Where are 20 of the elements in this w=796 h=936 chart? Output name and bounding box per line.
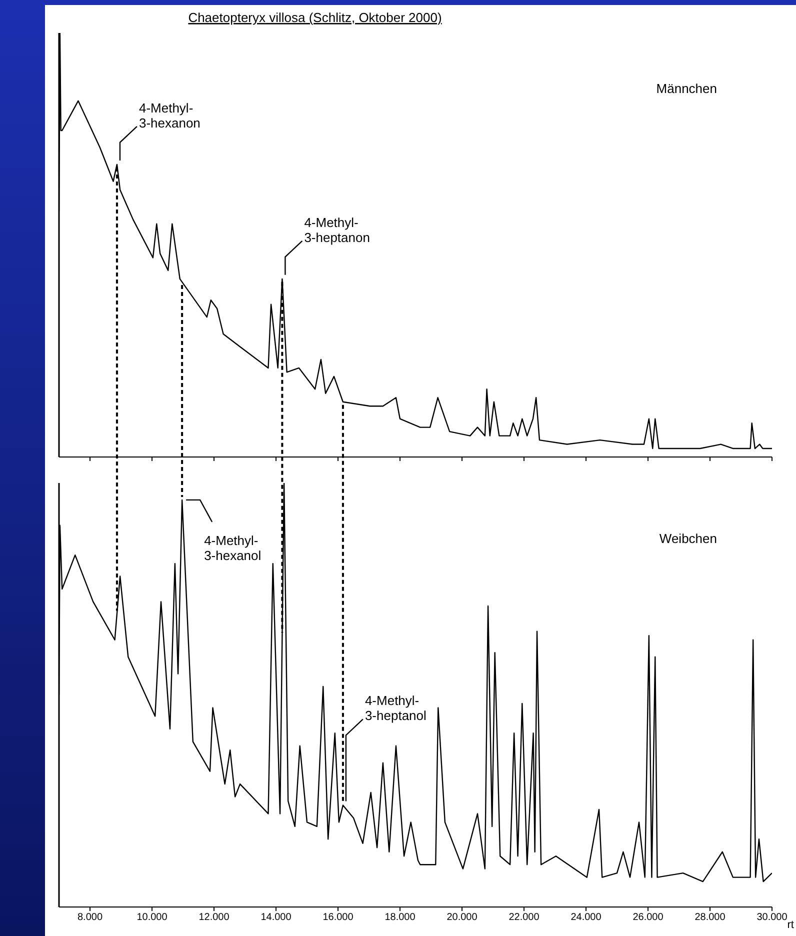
annotation: Weibchen bbox=[659, 531, 717, 546]
x-tick-label: 24.000 bbox=[570, 912, 602, 924]
annotation: 4-Methyl- 3-heptanol bbox=[364, 693, 427, 724]
x-tick-label: 14.000 bbox=[260, 912, 292, 924]
x-tick-label: 10.000 bbox=[136, 912, 168, 924]
x-tick-label: 16.000 bbox=[322, 912, 354, 924]
x-tick-label: 12.000 bbox=[198, 912, 230, 924]
x-tick-label: 30.000 bbox=[756, 912, 788, 924]
x-tick-label: 20.000 bbox=[446, 912, 478, 924]
chart-title: Chaetopteryx villosa (Schlitz, Oktober 2000) bbox=[188, 10, 442, 25]
x-tick-label: 8.000 bbox=[77, 912, 103, 924]
x-tick-label: 18.000 bbox=[384, 912, 416, 924]
x-axis-title: rt bbox=[787, 919, 794, 931]
annotation: 4-Methyl- 3-heptanon bbox=[304, 214, 370, 245]
x-tick-label: 22.000 bbox=[508, 912, 540, 924]
annotation: Männchen bbox=[656, 81, 717, 96]
annotation: 4-Methyl- 3-hexanon bbox=[138, 100, 200, 130]
x-tick-label: 26.000 bbox=[632, 912, 664, 924]
annotation: 4-Methyl- 3-hexanol bbox=[204, 532, 262, 563]
x-tick-label: 28.000 bbox=[694, 912, 726, 924]
